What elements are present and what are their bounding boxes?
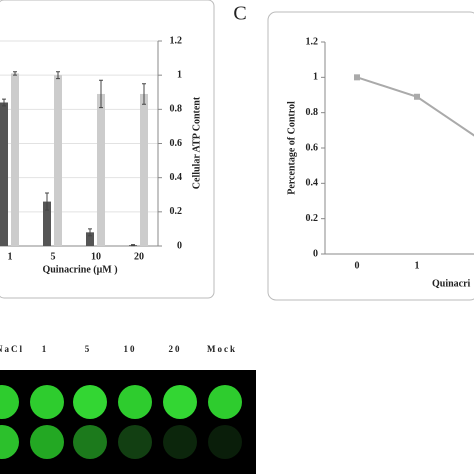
- error-bar: [2, 98, 6, 107]
- marker: [354, 74, 360, 81]
- y-tick-label: 1: [313, 72, 318, 83]
- plate-label: 20: [169, 344, 182, 354]
- y-tick-label: 0.8: [306, 107, 319, 118]
- plate-label: 1: [42, 344, 49, 354]
- plate-image: [0, 370, 256, 474]
- y-tick-label: 0.2: [306, 213, 319, 224]
- well: [118, 385, 152, 419]
- panel-frame: [0, 0, 215, 299]
- x-tick-label: 10: [91, 251, 101, 262]
- well: [208, 425, 242, 459]
- well: [0, 385, 19, 419]
- y2-tick-label: 0.2: [170, 206, 183, 217]
- y2-tick-label: 0: [177, 240, 182, 251]
- y-tick-label: 0.6: [306, 142, 319, 153]
- error-bar: [142, 83, 146, 105]
- plate-label: NaCl: [0, 344, 24, 354]
- error-bar: [56, 71, 60, 80]
- error-bar: [99, 79, 103, 109]
- x-tick-label: 5: [51, 251, 56, 262]
- bar: [43, 201, 51, 246]
- well: [163, 385, 197, 419]
- plate-label: 10: [124, 344, 137, 354]
- x-tick-label: 0: [355, 260, 360, 271]
- panel-label: C: [233, 3, 246, 25]
- y2-tick-label: 0.8: [170, 104, 183, 115]
- marker: [414, 93, 420, 100]
- y2-tick-label: 1: [177, 69, 182, 80]
- error-bar: [131, 244, 135, 247]
- error-bar: [45, 192, 49, 211]
- bar: [86, 232, 94, 246]
- y2-tick-label: 0.6: [170, 138, 183, 149]
- x-tick-label: 20: [134, 251, 144, 262]
- x-tick-label: 1: [8, 251, 13, 262]
- well: [163, 425, 197, 459]
- x-axis-label: Quinacrine (μM ): [42, 264, 117, 275]
- bar: [0, 102, 8, 246]
- wells: [0, 385, 242, 459]
- y-tick-label: 0.4: [306, 178, 319, 189]
- error-bar: [88, 228, 92, 237]
- well: [30, 425, 64, 459]
- well: [0, 425, 19, 459]
- panel-frame: [267, 11, 474, 301]
- bar: [97, 93, 105, 246]
- y-tick-label: 1.2: [306, 36, 319, 47]
- bar: [140, 93, 148, 246]
- y-axis-label: Percentage of Control: [286, 101, 297, 195]
- plate-label: 5: [85, 344, 92, 354]
- bar: [11, 73, 19, 246]
- y-tick-label: 0: [313, 248, 318, 259]
- bar: [54, 75, 62, 247]
- plate-label: Mock: [207, 344, 237, 354]
- well: [73, 385, 107, 419]
- well: [30, 385, 64, 419]
- y2-tick-label: 1.2: [170, 35, 183, 46]
- error-bar: [13, 71, 17, 76]
- x-tick-label: 1: [415, 260, 420, 271]
- well: [73, 425, 107, 459]
- well: [208, 385, 242, 419]
- y2-tick-label: 0.4: [170, 172, 183, 183]
- y2-axis-label: Cellular ATP Content: [191, 96, 202, 189]
- line: [356, 76, 474, 137]
- well: [118, 425, 152, 459]
- x-axis-label: Quinacri: [432, 278, 471, 289]
